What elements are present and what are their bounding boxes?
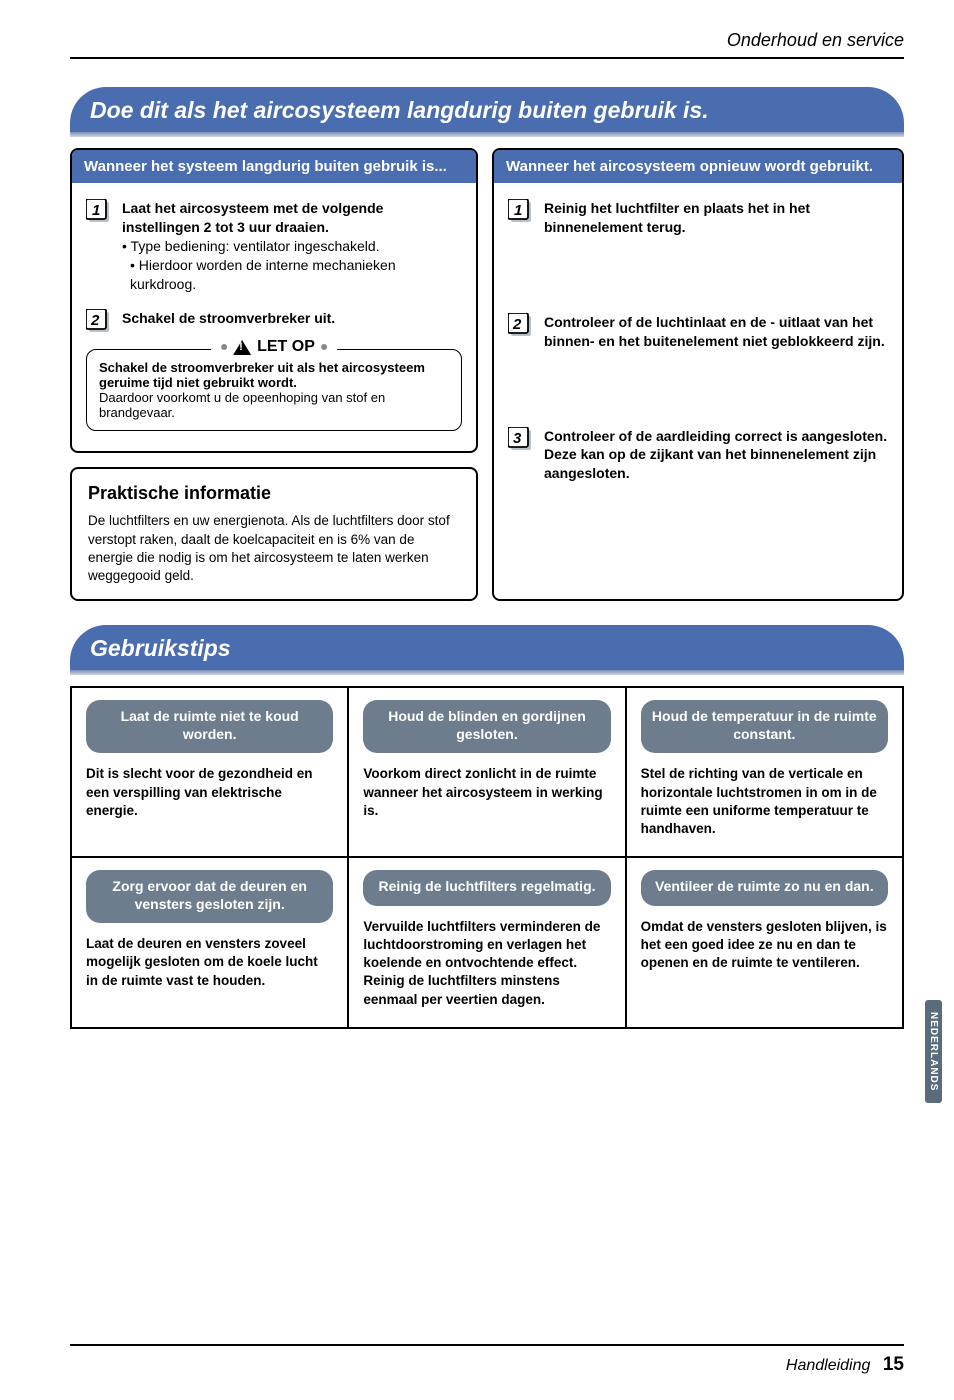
- right-box: Wanneer het aircosysteem opnieuw wordt g…: [492, 148, 904, 601]
- warning-callout: LET OP Schakel de stroomverbreker uit al…: [86, 349, 462, 431]
- footer-divider: [70, 1344, 904, 1346]
- right-box-header: Wanneer het aircosysteem opnieuw wordt g…: [494, 150, 902, 183]
- callout-title: LET OP: [211, 338, 337, 356]
- tip-cell-0: Laat de ruimte niet te koud worden. Dit …: [72, 688, 347, 856]
- left-step2-title: Schakel de stroomverbreker uit.: [122, 310, 335, 326]
- practical-info-box: Praktische informatie De luchtfilters en…: [70, 467, 478, 601]
- right-header-text: Wanneer het aircosysteem opnieuw wordt g…: [506, 158, 873, 175]
- info-title: Praktische informatie: [88, 483, 460, 504]
- section1-title: Doe dit als het aircosysteem langdurig b…: [70, 87, 904, 134]
- right-step2-text: Controleer of de luchtinlaat en de - uit…: [544, 314, 885, 349]
- callout-line1: Schakel de stroomverbreker uit als het a…: [99, 360, 425, 390]
- left-step1-title: Laat het aircosysteem met de volgende in…: [122, 200, 383, 235]
- right-step-2: 2 Controleer of de luchtinlaat en de - u…: [494, 307, 902, 361]
- right-step1-text: Reinig het luchtfilter en plaats het in …: [544, 200, 810, 235]
- page-footer: Handleiding 15: [786, 1354, 904, 1376]
- svg-text:3: 3: [513, 430, 522, 447]
- svg-text:1: 1: [514, 202, 522, 219]
- tips-row-2: Zorg ervoor dat de deuren en vensters ge…: [72, 856, 902, 1027]
- step-icon-2: 2: [86, 309, 112, 335]
- left-header-text: Wanneer het systeem langdurig buiten geb…: [84, 158, 447, 175]
- tip-body-2: Stel de richting van de verticale en hor…: [641, 765, 888, 838]
- right-step-3: 3 Controleer of de aardleiding correct i…: [494, 421, 902, 494]
- tip-header-4: Reinig de luchtfilters regelmatig.: [363, 870, 610, 906]
- footer-page: 15: [883, 1354, 904, 1375]
- page-header: Onderhoud en service: [70, 30, 904, 59]
- tip-cell-3: Zorg ervoor dat de deuren en vensters ge…: [72, 858, 347, 1027]
- right-step3a-text: Controleer of de aardleiding correct is …: [544, 428, 887, 444]
- svg-text:2: 2: [90, 312, 100, 329]
- section1-columns: Wanneer het systeem langdurig buiten geb…: [70, 148, 904, 601]
- tip-body-4: Vervuilde luchtfilters verminderen de lu…: [363, 918, 610, 1009]
- right-step-1: 1 Reinig het luchtfilter en plaats het i…: [494, 193, 902, 247]
- step-icon-r1: 1: [508, 199, 534, 225]
- left-step1-b1: • Type bediening: ventilator ingeschakel…: [122, 237, 462, 256]
- tip-body-3: Laat de deuren en vensters zoveel mogeli…: [86, 935, 333, 990]
- tip-header-5: Ventileer de ruimte zo nu en dan.: [641, 870, 888, 906]
- tip-header-2: Houd de temperatuur in de ruimte constan…: [641, 700, 888, 753]
- right-step3b-text: Deze kan op de zijkant van het binnenele…: [544, 446, 876, 481]
- tip-body-5: Omdat de vensters gesloten blijven, is h…: [641, 918, 888, 973]
- left-step-1: 1 Laat het aircosysteem met de volgende …: [72, 193, 476, 303]
- step-icon-r2: 2: [508, 313, 534, 339]
- info-body: De luchtfilters en uw energienota. Als d…: [88, 512, 460, 585]
- left-box: Wanneer het systeem langdurig buiten geb…: [70, 148, 478, 453]
- step-icon-1: 1: [86, 199, 112, 225]
- left-step1-b2: • Hierdoor worden de interne mechanieken…: [122, 256, 462, 294]
- footer-label: Handleiding: [786, 1357, 871, 1374]
- warning-icon: [233, 340, 251, 355]
- svg-text:2: 2: [512, 316, 522, 333]
- tip-body-0: Dit is slecht voor de gezondheid en een …: [86, 765, 333, 820]
- callout-label: LET OP: [257, 338, 315, 356]
- section2-title: Gebruikstips: [70, 625, 904, 672]
- left-box-header: Wanneer het systeem langdurig buiten geb…: [72, 150, 476, 183]
- tip-body-1: Voorkom direct zonlicht in de ruimte wan…: [363, 765, 610, 820]
- tip-cell-1: Houd de blinden en gordijnen gesloten. V…: [347, 688, 624, 856]
- callout-line2: Daardoor voorkomt u de opeenhoping van s…: [99, 390, 449, 420]
- tip-header-1: Houd de blinden en gordijnen gesloten.: [363, 700, 610, 753]
- tips-row-1: Laat de ruimte niet te koud worden. Dit …: [72, 688, 902, 856]
- language-tab: NEDERLANDS: [925, 1000, 942, 1103]
- tip-header-3: Zorg ervoor dat de deuren en vensters ge…: [86, 870, 333, 923]
- tip-header-0: Laat de ruimte niet te koud worden.: [86, 700, 333, 753]
- step-icon-r3: 3: [508, 427, 534, 453]
- tips-table: Laat de ruimte niet te koud worden. Dit …: [70, 686, 904, 1028]
- tip-cell-5: Ventileer de ruimte zo nu en dan. Omdat …: [625, 858, 902, 1027]
- tip-cell-2: Houd de temperatuur in de ruimte constan…: [625, 688, 902, 856]
- tip-cell-4: Reinig de luchtfilters regelmatig. Vervu…: [347, 858, 624, 1027]
- svg-text:1: 1: [92, 202, 100, 219]
